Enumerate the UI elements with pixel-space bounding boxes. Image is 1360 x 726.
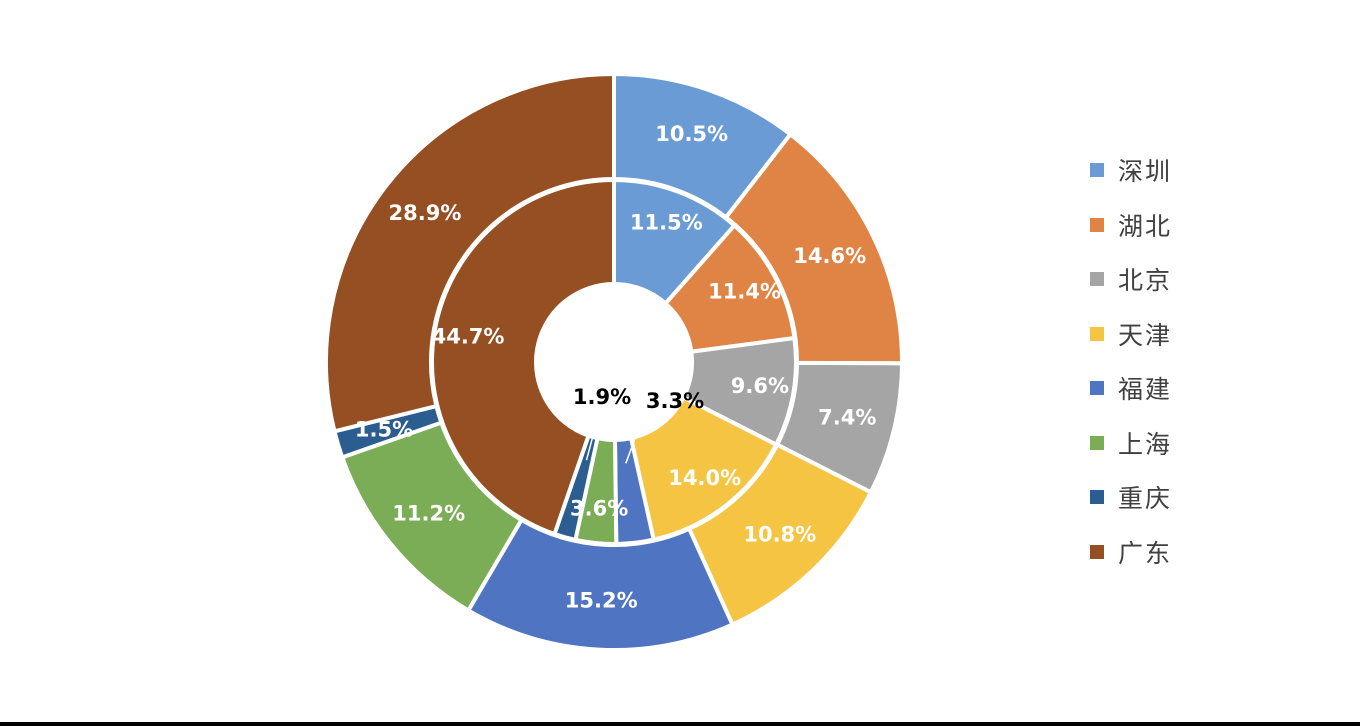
bottom-border: [0, 722, 1360, 726]
legend-label: 重庆: [1118, 484, 1173, 514]
legend-label: 福建: [1118, 375, 1173, 405]
leader-line-6: [585, 401, 603, 461]
outer-slice-label-3: 10.8%: [743, 523, 816, 547]
inner-slice-label-1: 11.4%: [708, 279, 781, 303]
inner-slice-label-4: 3.3%: [646, 389, 704, 413]
outer-slice-label-7: 28.9%: [389, 201, 462, 225]
legend-label: 上海: [1118, 429, 1173, 459]
leader-lines-layer: [585, 401, 648, 464]
outer-slice-label-2: 7.4%: [818, 405, 876, 429]
legend-swatch: [1090, 381, 1104, 396]
legend-item: 上海: [1090, 416, 1172, 471]
chart-legend: 深圳湖北北京天津福建上海重庆广东: [1090, 143, 1172, 579]
legend-label: 深圳: [1118, 157, 1173, 187]
legend-item: 天津: [1090, 307, 1172, 362]
legend-item: 深圳: [1090, 143, 1172, 198]
legend-label: 北京: [1118, 266, 1173, 296]
outer-slice-label-5: 11.2%: [392, 502, 465, 526]
legend-swatch: [1090, 163, 1104, 178]
legend-label: 湖北: [1118, 211, 1173, 241]
inner-slice-label-3: 14.0%: [668, 466, 741, 490]
legend-label: 天津: [1118, 320, 1173, 350]
legend-swatch: [1090, 272, 1104, 287]
legend-item: 重庆: [1090, 470, 1172, 525]
outer-slice-label-0: 10.5%: [655, 122, 728, 146]
inner-slice-label-2: 9.6%: [731, 374, 789, 398]
outer-slice-label-1: 14.6%: [793, 244, 866, 268]
legend-item: 广东: [1090, 525, 1172, 580]
slices-layer: [324, 71, 905, 652]
labels-layer: 10.5% 14.6% 7.4% 10.8% 15.2% 11.2% 1.5% 28.9% 11…: [355, 122, 877, 613]
legend-swatch: [1090, 435, 1104, 450]
legend-label: 广东: [1118, 538, 1173, 568]
inner-slice-label-5: 3.6%: [570, 496, 628, 520]
inner-slice-label-6: 1.9%: [573, 385, 631, 409]
legend-swatch: [1090, 490, 1104, 505]
outer-slice-label-6: 1.5%: [355, 418, 413, 442]
inner-slice-label-0: 11.5%: [630, 211, 703, 235]
inner-slice-7: [430, 177, 616, 537]
legend-swatch: [1090, 217, 1104, 232]
outer-slice-label-4: 15.2%: [565, 589, 638, 613]
inner-slice-label-7: 44.7%: [432, 324, 505, 348]
legend-item: 福建: [1090, 361, 1172, 416]
leader-line-4: [625, 405, 648, 464]
inner-slice-3: [628, 394, 779, 543]
legend-item: 北京: [1090, 252, 1172, 307]
legend-swatch: [1090, 326, 1104, 341]
legend-swatch: [1090, 544, 1104, 559]
legend-item: 湖北: [1090, 198, 1172, 253]
